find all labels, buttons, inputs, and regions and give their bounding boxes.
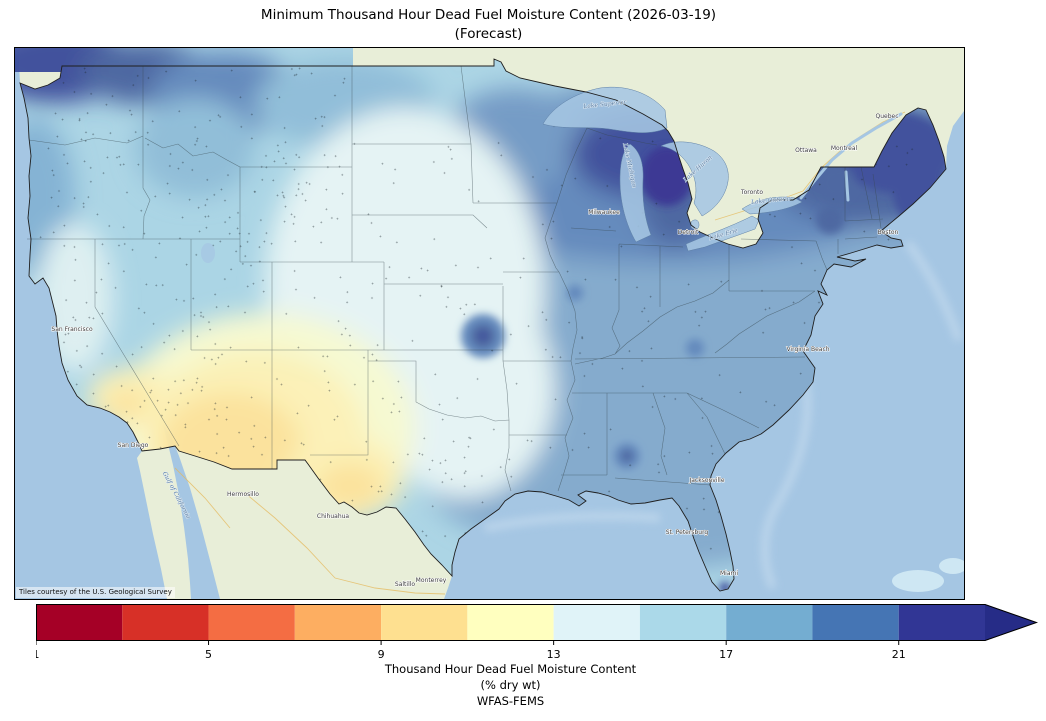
map-city-label: Ottawa (795, 147, 817, 154)
colorbar-tick-label: 17 (719, 648, 733, 661)
map-city-label: Hermosillo (227, 491, 259, 498)
map-city-label: Virginia Beach (786, 346, 829, 353)
lake-ontario (741, 196, 803, 215)
lake-huron (660, 141, 729, 217)
map-canvas: Lake Superior Lake Michigan Lake Huron Lake… (14, 47, 965, 600)
colorbar-segment (726, 604, 813, 641)
colorbar-outline (36, 604, 1039, 641)
map-city-label: San Diego (118, 442, 149, 449)
contour-overlay (15, 48, 946, 591)
colorbar-segment (122, 604, 209, 641)
us-border-outline (19, 58, 947, 592)
map-city-label: Quebec (875, 113, 898, 120)
colorbar-extend-arrow (985, 604, 1037, 641)
map-city-label: San Francisco (51, 326, 93, 333)
shelf-contours (484, 240, 964, 590)
colorbar-segment (639, 604, 727, 641)
colorbar-tick-label: 1 (36, 648, 40, 661)
city-labels: San Francisco San Diego Milwaukee Detroit Bo… (51, 112, 899, 588)
colorbar-segment (36, 604, 123, 641)
map-city-label: Milwaukee (588, 209, 620, 216)
map-city-label: Boston (878, 229, 899, 236)
lake-michigan (619, 143, 652, 243)
great-salt-lake (201, 243, 215, 263)
colorbar-caption-line-2: (% dry wt) (480, 678, 541, 692)
colorbar-segment (467, 604, 554, 641)
colorbar-segment (553, 604, 640, 641)
lake-champlain (844, 170, 850, 202)
colorbar-segment (381, 604, 468, 641)
title-line-1: Minimum Thousand Hour Dead Fuel Moisture… (260, 7, 717, 23)
lake-superior (542, 86, 668, 133)
map-city-label: Chihuahua (317, 513, 350, 520)
colorbar-tick-label: 21 (892, 648, 906, 661)
colorbar-segment (898, 604, 985, 641)
lake-erie (685, 215, 760, 252)
colorbar-segment (812, 604, 899, 641)
colorbar-tick-label: 9 (378, 648, 385, 661)
map-city-label: Toronto (740, 189, 763, 196)
colorbar-segment (208, 604, 295, 641)
map-city-label: Detroit (678, 229, 699, 236)
map-city-label: Monterrey (416, 577, 447, 584)
colorbar-caption-line-3: WFAS-FEMS (476, 694, 545, 708)
bahama-bank (892, 570, 944, 592)
map-city-label: Jacksonville (688, 477, 724, 484)
colorbar-caption-line-1: Thousand Hour Dead Fuel Moisture Content (384, 662, 637, 676)
colorbar-tick-label: 5 (205, 648, 212, 661)
colorbar-segment (294, 604, 382, 641)
great-lakes (201, 86, 803, 263)
map-attribution: Tiles courtesy of the U.S. Geological Su… (16, 587, 175, 598)
title-line-2: (Forecast) (454, 26, 523, 42)
map-city-label: St. Petersburg (666, 529, 709, 536)
map-city-label: Montreal (831, 145, 858, 152)
map-city-label: Miami (720, 570, 738, 577)
bahama-bank (939, 558, 964, 574)
colorbar-tick-label: 13 (547, 648, 561, 661)
figure-title: Minimum Thousand Hour Dead Fuel Moisture… (14, 6, 963, 44)
map-city-label: Saltillo (395, 581, 416, 588)
colorbar-caption: Thousand Hour Dead Fuel Moisture Content… (36, 661, 985, 709)
state-boundaries (27, 65, 884, 492)
colorbar-svg: 1 5 9 13 17 21 (33, 604, 1039, 661)
colorbar: 1 5 9 13 17 21 (33, 604, 1046, 666)
